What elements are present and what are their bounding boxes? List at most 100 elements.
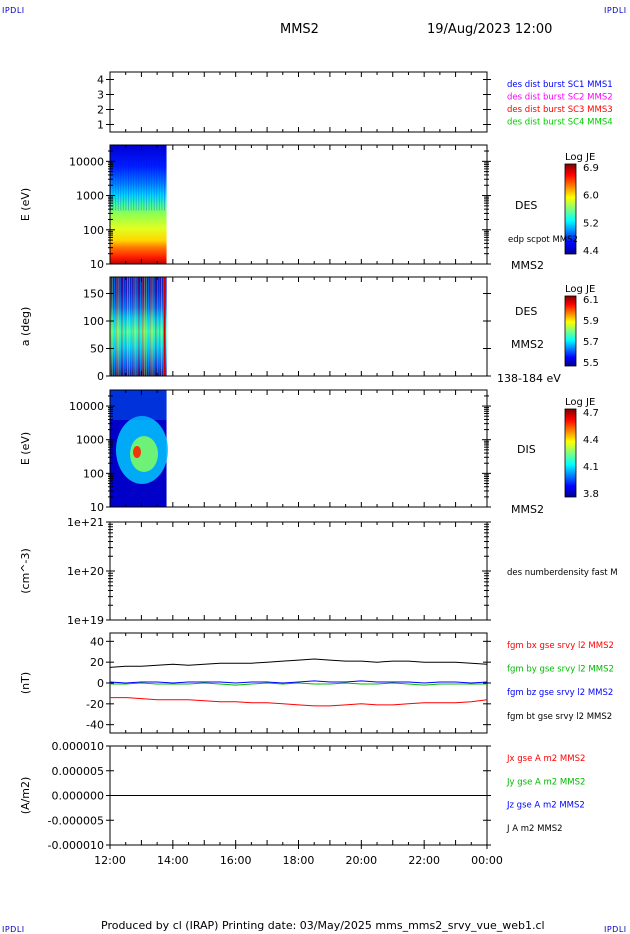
pitch-angle-streak <box>159 277 161 376</box>
pitch-angle-streak <box>136 277 138 376</box>
spectrogram-streak <box>112 145 114 211</box>
y-tick-label: 150 <box>83 288 104 301</box>
spectrogram-streak <box>143 145 145 211</box>
pitch-angle-streak <box>151 277 153 376</box>
colorbar <box>564 295 577 367</box>
y-tick-label: 20 <box>90 656 104 669</box>
datetime-title: 19/Aug/2023 12:00 <box>427 22 553 37</box>
des-pitch-angle-spectrogram <box>110 277 167 376</box>
legend-entry: des dist burst SC4 MMS4 <box>507 118 613 128</box>
y-tick-label: 10 <box>90 501 104 514</box>
panel-frame-5 <box>109 521 488 621</box>
pitch-angle-streak <box>121 277 123 376</box>
spectrogram-streak <box>156 145 158 211</box>
pitch-angle-streak <box>128 277 131 376</box>
side-label: edp scpot MMS2 <box>508 235 578 245</box>
pitch-angle-streak <box>157 277 159 376</box>
colorbar-tick-label: 3.8 <box>583 489 599 500</box>
pitch-angle-streak <box>145 277 148 376</box>
colorbar <box>564 408 577 498</box>
pitch-angle-streak <box>153 277 155 376</box>
y-tick-label: 0 <box>97 370 104 383</box>
series-line <box>109 658 488 668</box>
pitch-angle-edge <box>163 277 166 376</box>
y-tick-label: -20 <box>86 698 104 711</box>
x-tick-label: 14:00 <box>157 854 189 867</box>
y-tick-label: 4 <box>97 74 104 87</box>
pitch-angle-streak <box>130 277 132 376</box>
spectrogram-streak <box>117 145 119 211</box>
legend-entry: des dist burst SC1 MMS1 <box>507 80 613 90</box>
y-tick-label: -40 <box>86 719 104 732</box>
y-axis-label: E (eV) <box>19 188 32 221</box>
spectrogram-streak <box>138 145 140 211</box>
x-tick-label: 18:00 <box>283 854 315 867</box>
y-axis-label: (cm^-3) <box>19 548 32 594</box>
pitch-angle-streak <box>140 277 142 376</box>
colorbar-tick-label: 6.0 <box>583 191 599 202</box>
pitch-angle-streak <box>143 277 146 376</box>
spectrogram-streak <box>151 145 153 211</box>
spectrogram-streak <box>133 145 135 211</box>
side-label: DES <box>515 199 537 212</box>
spectrogram-streak <box>140 145 142 211</box>
side-label: MMS2 <box>511 259 544 272</box>
y-tick-label: 1 <box>97 119 104 132</box>
side-label: 138-184 eV <box>497 372 561 385</box>
x-tick-label: 00:00 <box>471 854 503 867</box>
pitch-angle-streak <box>147 277 149 376</box>
legend-entry: des dist burst SC3 MMS3 <box>507 105 613 115</box>
legend-entry: fgm bx gse srvy l2 MMS2 <box>507 641 614 651</box>
colorbar-tick-label: 5.2 <box>583 218 599 229</box>
colorbar-tick-label: 6.9 <box>583 163 599 174</box>
y-tick-label: 0.000010 <box>52 740 105 753</box>
side-label: MMS2 <box>511 503 544 516</box>
colorbar-title: Log JE <box>565 397 595 408</box>
legend-entry: Jy gse A m2 MMS2 <box>506 777 585 787</box>
y-tick-label: 50 <box>90 343 104 356</box>
colorbar <box>564 163 577 255</box>
panel-frame-1 <box>109 71 488 133</box>
y-tick-label: 3 <box>97 89 104 102</box>
pitch-angle-streak <box>113 277 115 376</box>
colorbar-tick-label: 4.4 <box>583 435 599 446</box>
spectrogram-streak <box>125 145 127 211</box>
colorbar-tick-label: 5.5 <box>583 358 599 369</box>
pitch-angle-streak <box>149 277 151 376</box>
y-axis-label: E (eV) <box>19 432 32 465</box>
colorbar-title: Log JE <box>565 152 595 163</box>
colorbar-tick-label: 6.1 <box>583 295 599 306</box>
dis-spectrogram-core <box>130 436 158 472</box>
y-tick-label: 1e+21 <box>67 516 104 529</box>
series-line <box>110 697 488 707</box>
side-label: DES <box>515 305 537 318</box>
logo-top-right: IPDLI <box>604 6 627 15</box>
pitch-angle-streak <box>162 277 164 376</box>
y-tick-label: 40 <box>90 635 104 648</box>
pitch-angle-streak <box>132 277 134 376</box>
pitch-angle-streak <box>160 277 163 376</box>
dis-spectrogram-peak <box>133 446 141 458</box>
spectrogram-streak <box>163 145 165 211</box>
spectrogram-streak <box>148 145 150 211</box>
side-label: MMS2 <box>511 338 544 351</box>
y-tick-label: 10000 <box>69 155 104 168</box>
legend-entry: J A m2 MMS2 <box>506 824 563 834</box>
legend-entry: fgm by gse srvy l2 MMS2 <box>507 665 614 675</box>
legend-entry: des numberdensity fast M <box>507 568 618 578</box>
y-tick-label: 10000 <box>69 400 104 413</box>
x-tick-label: 20:00 <box>345 854 377 867</box>
y-tick-label: 0 <box>97 677 104 690</box>
pitch-angle-streak <box>125 277 127 376</box>
y-axis-label: (nT) <box>19 672 32 694</box>
legend-entry: fgm bt gse srvy l2 MMS2 <box>507 712 612 722</box>
pitch-angle-streak <box>134 277 136 376</box>
spectrogram-streak <box>115 145 117 211</box>
pitch-angle-streak <box>123 277 125 376</box>
legend-entry: Jz gse A m2 MMS2 <box>506 801 585 811</box>
x-tick-label: 16:00 <box>220 854 252 867</box>
colorbar-tick-label: 4.1 <box>583 462 599 473</box>
y-axis-label: (A/m2) <box>19 777 32 815</box>
colorbar-tick-label: 4.4 <box>583 246 599 257</box>
